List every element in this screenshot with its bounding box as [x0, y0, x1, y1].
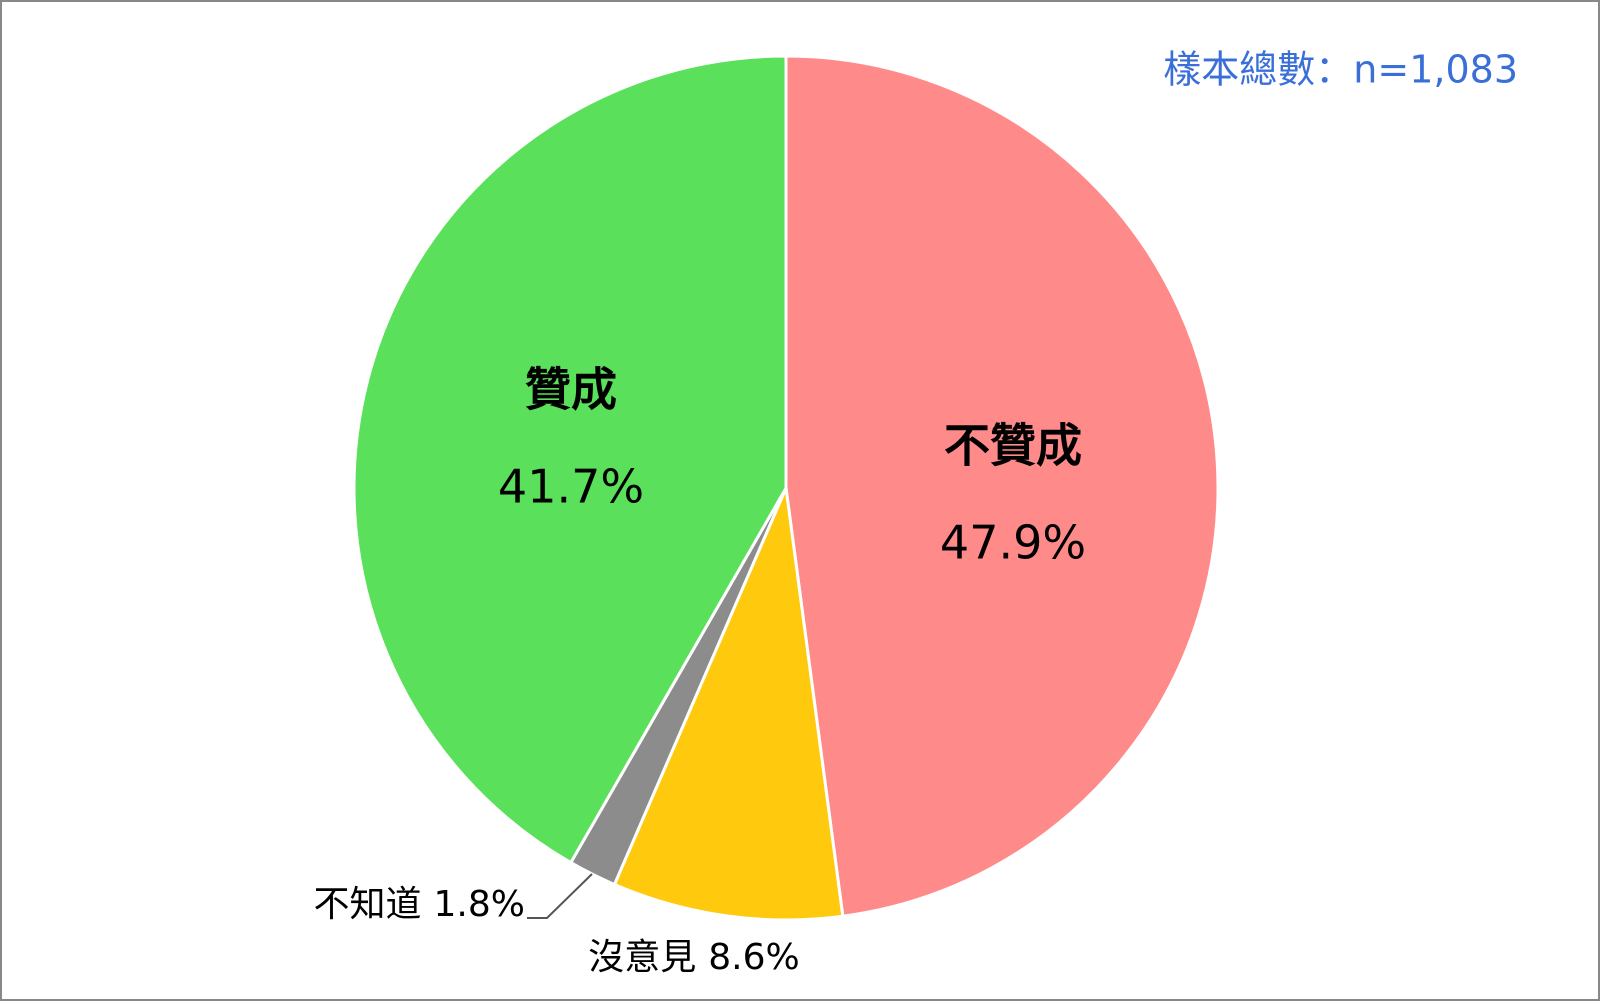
pie-slice: [784, 54, 1220, 918]
leader-line: [527, 873, 593, 919]
slice-label: 贊成: [525, 363, 617, 417]
annotation: 樣本總數：n=1,083: [1163, 48, 1518, 92]
slice-label: 不贊成: [944, 419, 1082, 473]
category-label: 沒意見: [588, 937, 696, 978]
slice-label: 沒意見 8.6%: [588, 937, 799, 978]
slice-label: 不知道 1.8%: [314, 884, 525, 925]
value-label: 47.9%: [940, 516, 1086, 570]
value-label: 41.7%: [498, 460, 644, 514]
value-label: 1.8%: [434, 884, 525, 925]
value-label: 8.6%: [708, 937, 799, 978]
pie-slice: [612, 482, 845, 922]
category-label: 不知道: [314, 884, 422, 925]
pie-slice: [352, 54, 788, 865]
